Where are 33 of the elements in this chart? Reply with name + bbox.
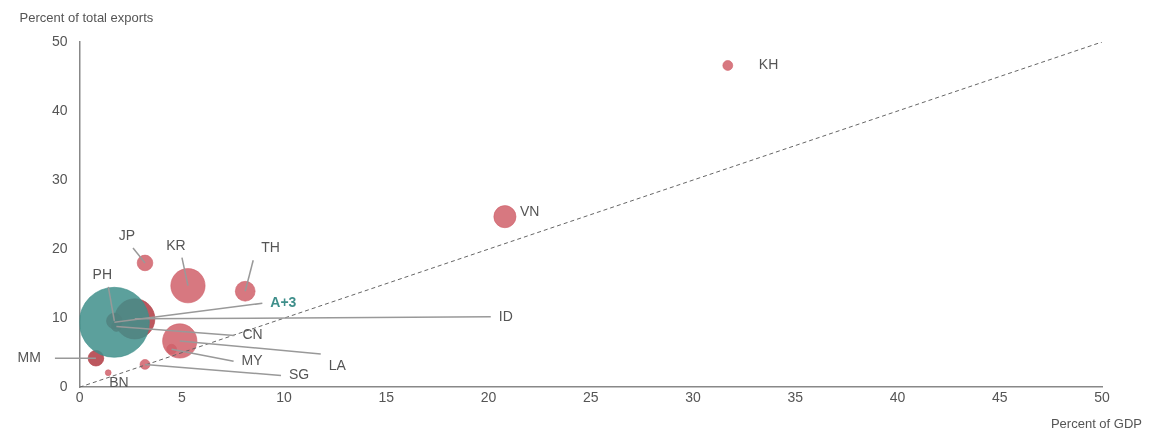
x-tick-label: 50 (1094, 389, 1110, 406)
text: MM (17, 349, 41, 366)
text: MY (241, 352, 264, 369)
text: CN (242, 326, 263, 343)
x-tick-label: 15 (378, 389, 395, 406)
y-axis-title: Percent of total exports (19, 10, 154, 25)
y-tick-label: 0 (59, 378, 68, 395)
text: A+3 (270, 294, 297, 311)
text: TH (261, 239, 280, 256)
text: ID (498, 307, 513, 324)
x-tick-label: 40 (889, 389, 906, 406)
series-label: BN (109, 373, 129, 390)
x-axis-title: Percent of GDP (1050, 416, 1142, 431)
x-tick-label: 0 (75, 389, 84, 406)
y-tick-label: 30 (51, 170, 68, 187)
text: SG (289, 366, 310, 383)
x-tick-label: 45 (991, 389, 1008, 406)
text: LA (328, 356, 347, 373)
series-label: VN (519, 202, 540, 219)
x-tick-label: 35 (787, 389, 804, 406)
x-tick-label: 20 (480, 389, 497, 406)
x-tick-label: 25 (583, 389, 599, 406)
y-tick-label: 20 (51, 239, 68, 256)
text: PH (92, 265, 113, 282)
y-tick-label: 10 (51, 309, 68, 326)
y-tick-label: 40 (51, 101, 68, 118)
x-tick-label: 30 (685, 389, 702, 406)
x-tick-label: 10 (276, 389, 293, 406)
series-label: KH (758, 56, 779, 73)
series-label: KR (166, 236, 186, 253)
y-tick-label: 50 (51, 32, 68, 49)
series-label: JP (118, 226, 136, 243)
x-tick-label: 5 (177, 389, 186, 406)
